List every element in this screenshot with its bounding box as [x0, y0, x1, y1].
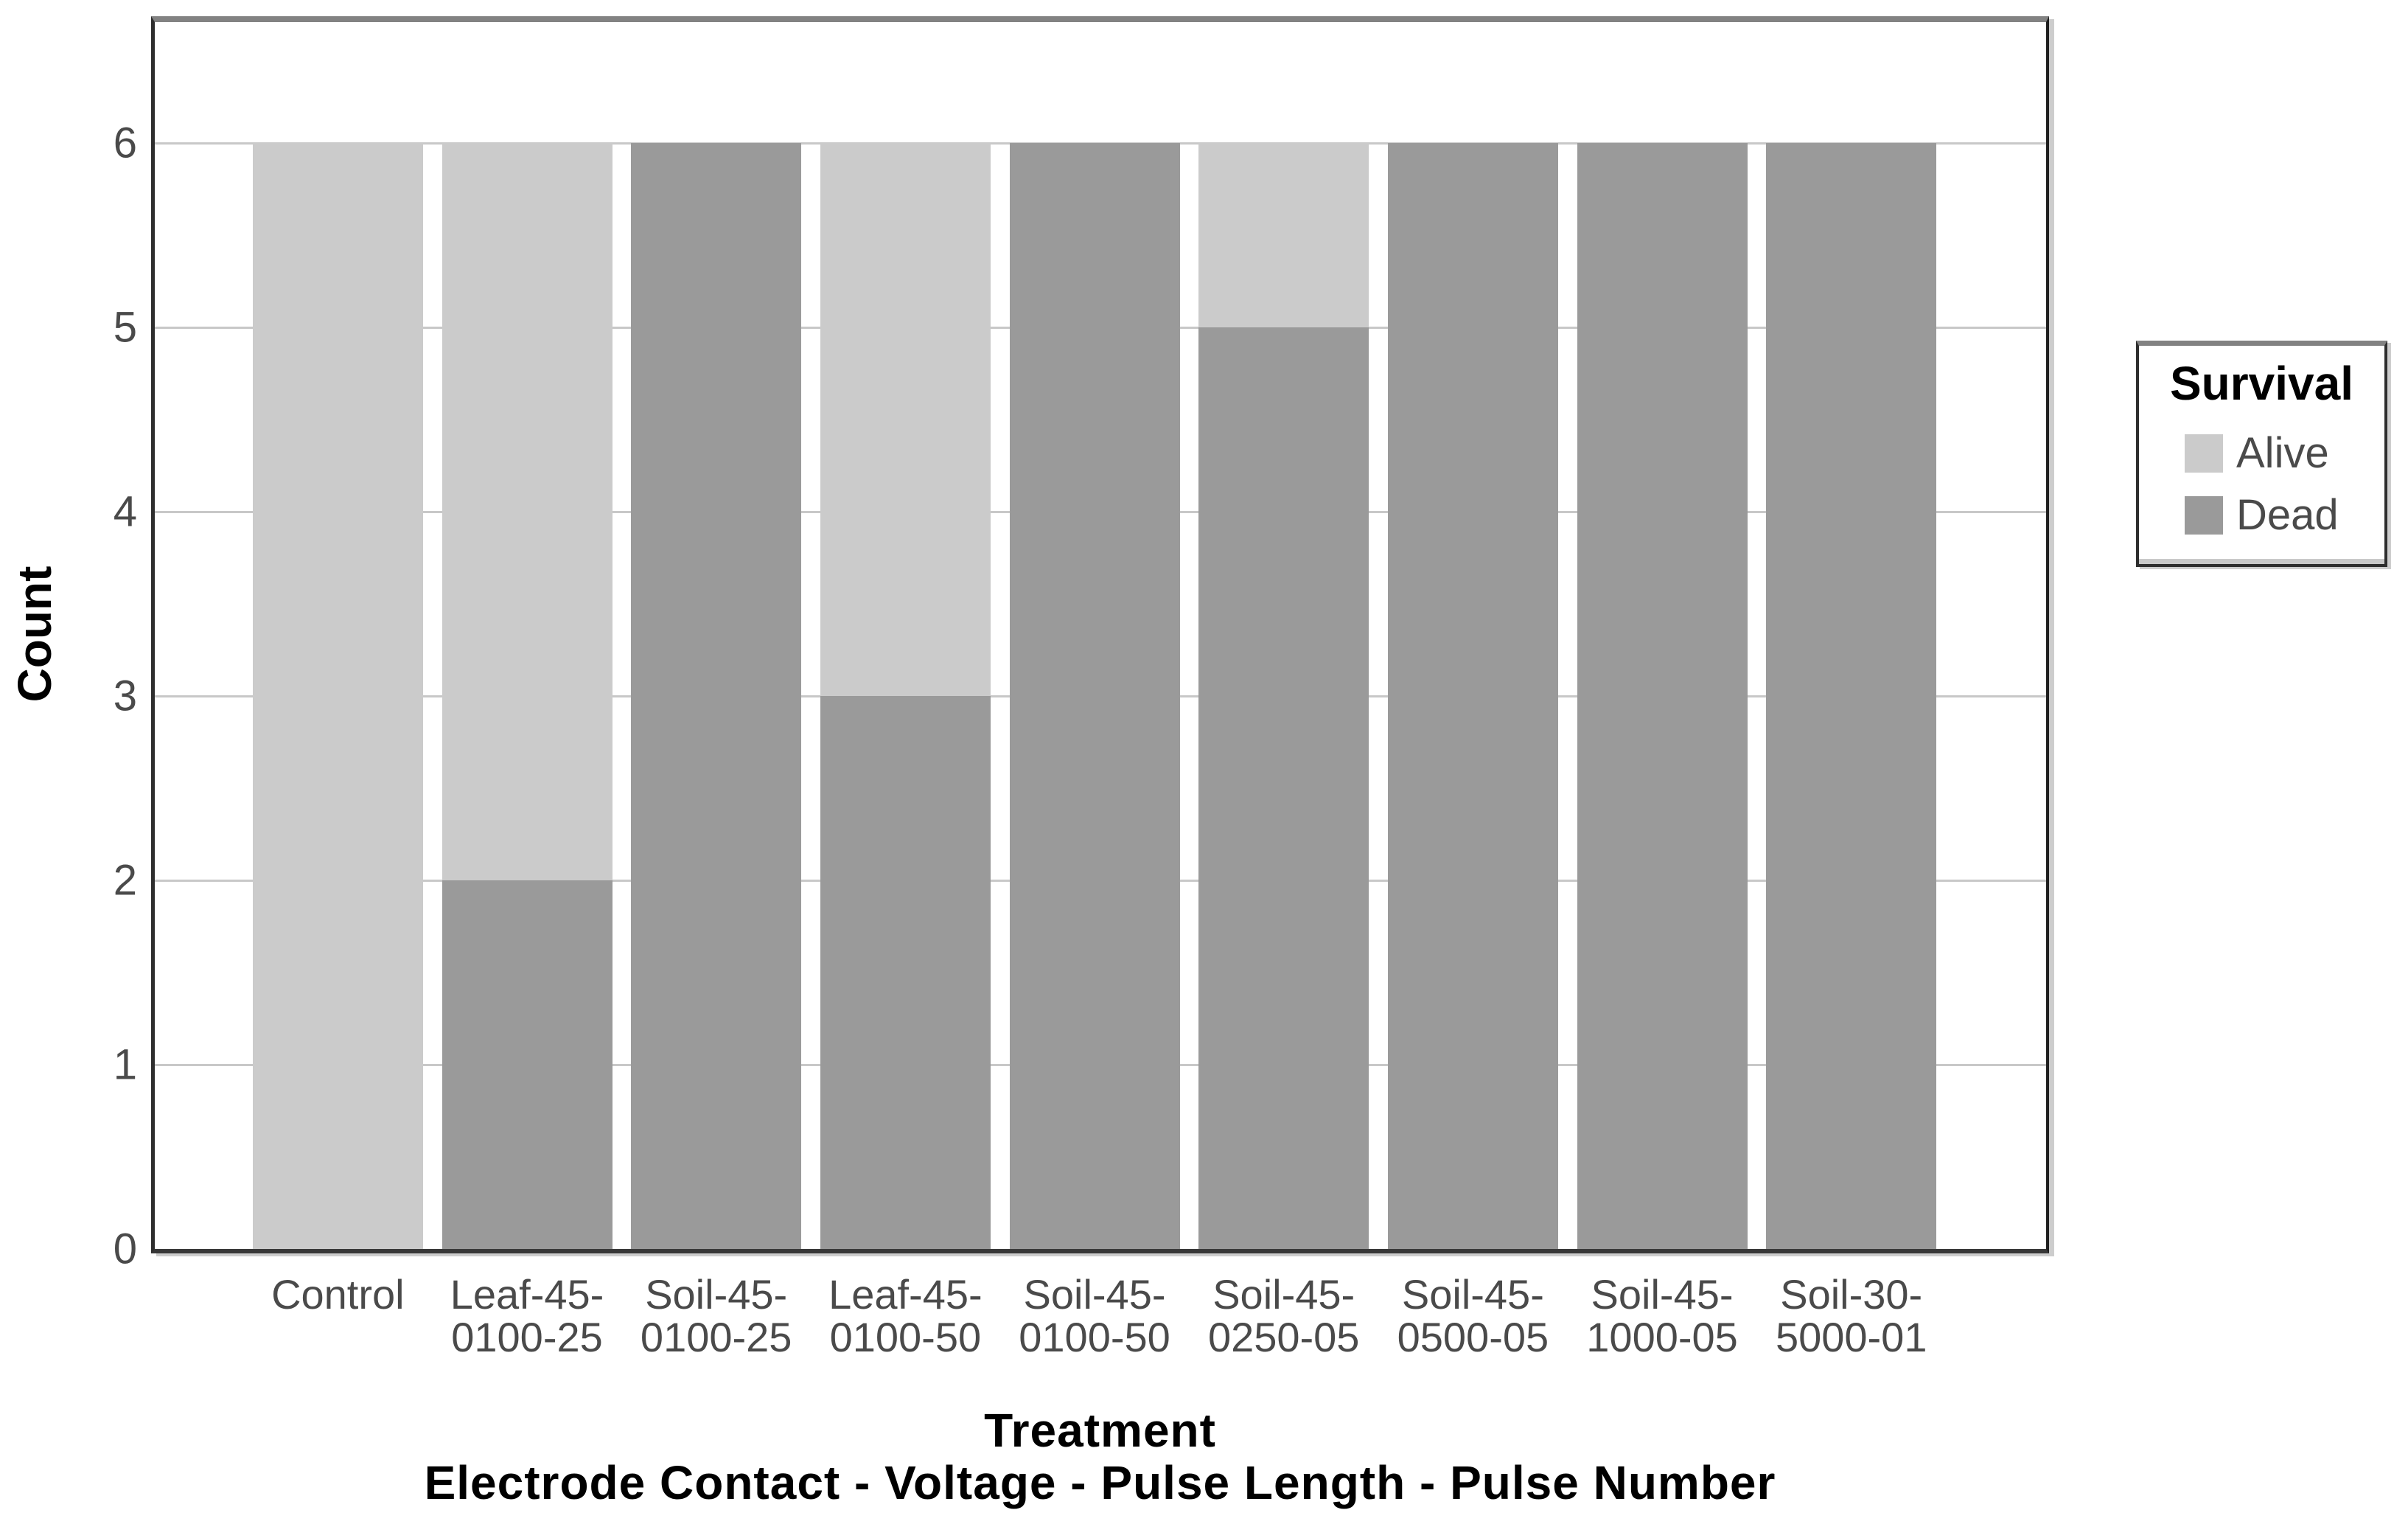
- bar-stack: [252, 143, 423, 1249]
- bar-segment-alive: [820, 143, 991, 696]
- y-tick-label: 2: [113, 856, 137, 905]
- bar-Soil-45-0250-05: [1189, 22, 1378, 1249]
- y-tick-label: 4: [113, 487, 137, 536]
- bar-stack: [1009, 143, 1180, 1249]
- bar-Leaf-45-0100-50: [811, 22, 1000, 1249]
- bar-segment-dead: [820, 696, 991, 1249]
- x-axis-subtitle: Electrode Contact - Voltage - Pulse Leng…: [424, 1456, 1776, 1509]
- bar-Control: [243, 22, 433, 1249]
- x-axis-ticks: Control Leaf-45- 0100-25 Soil-45- 0100-25 Lea…: [243, 1273, 1946, 1359]
- x-tick-label: Soil-45- 1000-05: [1586, 1271, 1738, 1360]
- bar-stack: [820, 143, 991, 1249]
- x-tick-label: Leaf-45- 0100-50: [828, 1271, 983, 1360]
- x-tick-label: Soil-45- 0500-05: [1397, 1271, 1549, 1360]
- x-tick-label: Leaf-45- 0100-25: [450, 1271, 604, 1360]
- bar-Soil-45-1000-05: [1568, 22, 1757, 1249]
- bar-stack: [1387, 143, 1558, 1249]
- x-tick-label: Soil-45- 0100-25: [640, 1271, 792, 1360]
- bar-segment-dead: [1198, 327, 1369, 1249]
- bar-segment-dead: [442, 880, 613, 1249]
- x-tick-label: Soil-45- 0250-05: [1207, 1271, 1360, 1360]
- bar-stack: [1198, 143, 1369, 1249]
- bar-Soil-30-5000-01: [1756, 22, 1946, 1249]
- bar-Leaf-45-0100-25: [433, 22, 622, 1249]
- plot-inner: [155, 22, 2046, 1249]
- y-tick-label: 6: [113, 119, 137, 167]
- legend-swatch-alive: [2185, 434, 2223, 473]
- legend-items: Alive Dead: [2139, 428, 2384, 540]
- bar-Soil-45-0100-25: [621, 22, 811, 1249]
- bar-segment-dead: [1766, 143, 1937, 1249]
- bar-stack: [1766, 143, 1937, 1249]
- legend: Survival Alive Dead: [2136, 341, 2387, 567]
- x-tick-label: Soil-30- 5000-01: [1775, 1271, 1927, 1360]
- bars-container: [243, 22, 1946, 1249]
- bar-segment-dead: [1009, 143, 1180, 1249]
- bar-stack: [631, 143, 802, 1249]
- bar-stack: [1577, 143, 1748, 1249]
- x-tick-label: Soil-45- 0100-50: [1019, 1271, 1170, 1360]
- bar-segment-alive: [1198, 143, 1369, 327]
- x-axis-title: Treatment: [984, 1404, 1216, 1457]
- y-tick-label: 3: [113, 672, 137, 720]
- plot-area: [151, 16, 2049, 1253]
- y-tick-label: 0: [113, 1225, 137, 1273]
- bar-segment-alive: [442, 143, 613, 880]
- legend-item-alive: Alive: [2185, 428, 2384, 478]
- x-tick-label: Control: [271, 1271, 405, 1318]
- bar-stack: [442, 143, 613, 1249]
- legend-swatch-dead: [2185, 495, 2223, 535]
- legend-title: Survival: [2169, 357, 2354, 410]
- bar-segment-dead: [631, 143, 802, 1249]
- legend-item-dead: Dead: [2185, 490, 2384, 540]
- y-tick-label: 1: [113, 1040, 137, 1089]
- bar-segment-dead: [1577, 143, 1748, 1249]
- bar-Soil-45-0500-05: [1378, 22, 1568, 1249]
- bar-segment-dead: [1387, 143, 1558, 1249]
- bar-segment-alive: [252, 143, 423, 1249]
- legend-label: Alive: [2236, 429, 2329, 477]
- bar-Soil-45-0100-50: [1000, 22, 1190, 1249]
- y-tick-label: 5: [113, 303, 137, 352]
- legend-label: Dead: [2236, 491, 2339, 539]
